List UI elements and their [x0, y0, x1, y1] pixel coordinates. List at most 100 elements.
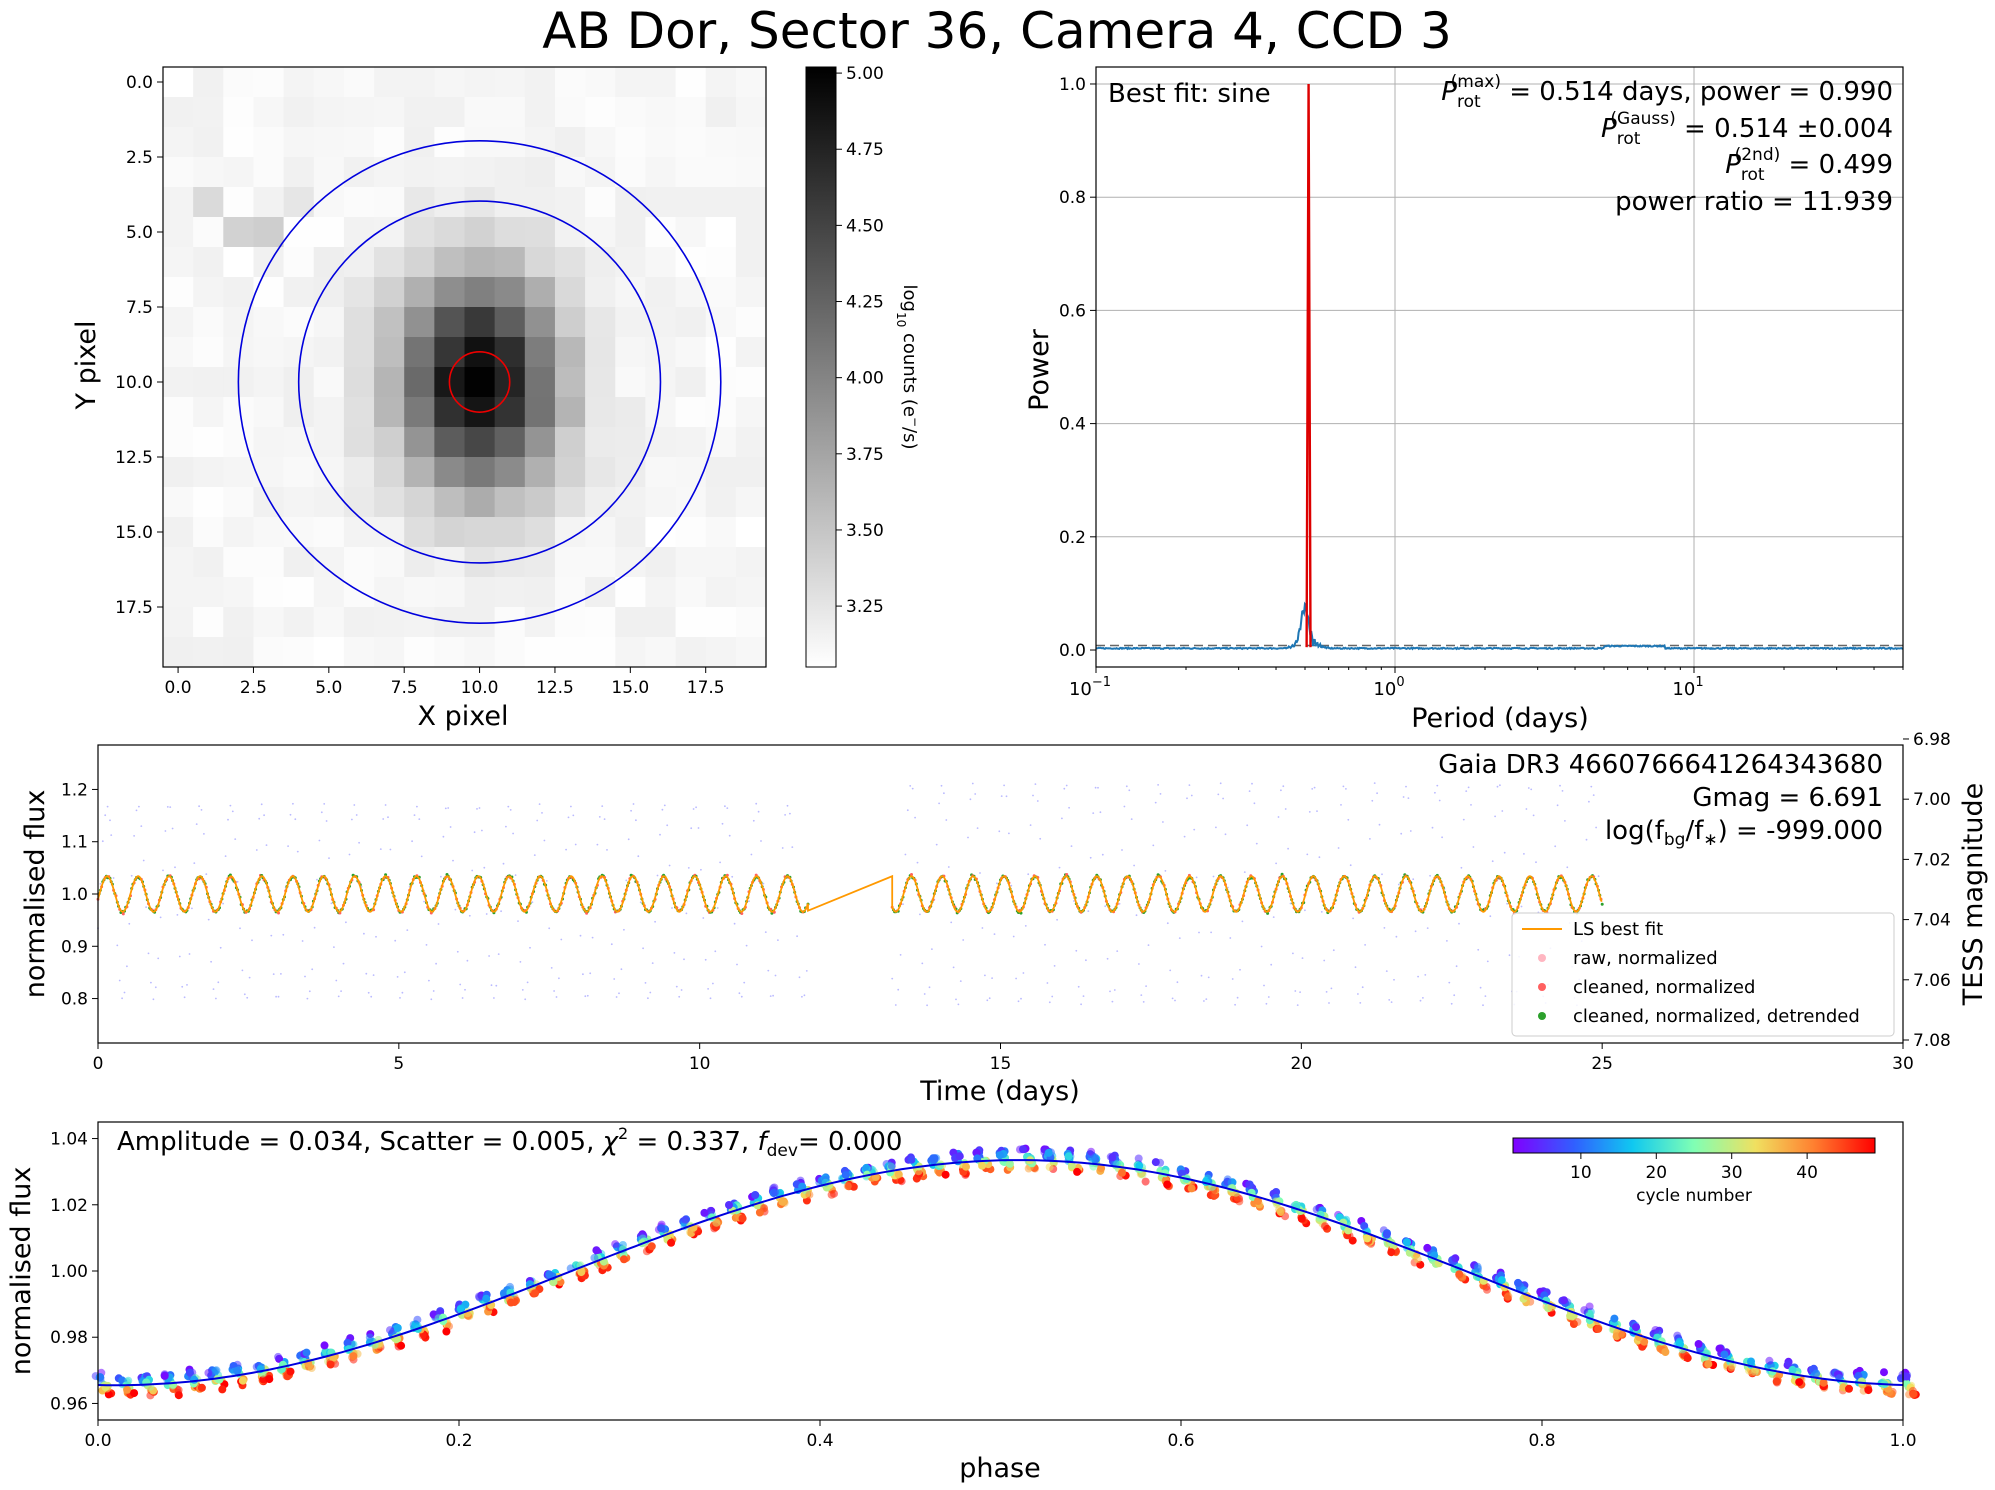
raw-lc-point: [157, 957, 160, 960]
image-pixel: [645, 277, 677, 308]
image-pixel: [163, 637, 194, 668]
raw-lc-point: [692, 808, 695, 810]
legend-cleaned: cleaned, normalized: [1573, 977, 1755, 998]
phase-point: [657, 1224, 666, 1233]
phase-point: [1727, 1363, 1736, 1372]
image-x-tick-label: 7.5: [391, 678, 418, 698]
colorbar-tick-label: 3.75: [846, 445, 884, 465]
phase-point: [457, 1304, 465, 1313]
image-pixel: [615, 547, 646, 578]
image-pixel: [705, 547, 737, 578]
lc-right-tick-label: 6.98: [1913, 730, 1951, 750]
raw-lc-point: [976, 827, 979, 829]
image-pixel: [313, 517, 345, 548]
image-pixel: [193, 157, 224, 188]
raw-lc-point: [1304, 909, 1306, 912]
raw-lc-point: [1058, 866, 1061, 869]
phase-point: [218, 1385, 227, 1394]
raw-lc-point: [325, 820, 328, 822]
image-pixel: [675, 607, 707, 638]
raw-lc-point: [389, 848, 392, 851]
raw-lc-point: [1381, 873, 1383, 876]
image-pixel: [494, 427, 526, 458]
phase-point: [238, 1376, 247, 1385]
image-pixel: [343, 637, 375, 668]
image-pixel: [374, 97, 405, 128]
image-pixel: [554, 277, 586, 308]
periodogram-y-tick-label: 0.4: [1059, 415, 1086, 435]
phase-point: [1044, 1148, 1053, 1157]
image-pixel: [585, 397, 616, 428]
raw-lc-point: [1068, 806, 1070, 809]
raw-lc-point: [1588, 800, 1590, 803]
image-pixel: [404, 157, 435, 188]
image-pixel: [554, 577, 586, 608]
raw-lc-point: [363, 932, 365, 935]
image-pixel: [464, 427, 496, 458]
raw-lc-point: [186, 984, 188, 986]
phase-point: [1819, 1378, 1828, 1387]
raw-lc-point: [979, 872, 981, 874]
phase-point: [1073, 1167, 1082, 1176]
image-pixel: [464, 277, 496, 308]
colorbar-tick-label: 3.50: [846, 521, 884, 541]
lc-y-tick-label: 1.1: [61, 833, 88, 853]
image-pixel: [615, 397, 646, 428]
raw-lc-point: [1243, 871, 1246, 873]
raw-lc-point: [1470, 804, 1472, 806]
raw-lc-point: [1308, 811, 1311, 813]
lc-y-tick-label: 0.8: [61, 990, 88, 1010]
phase-point: [620, 1255, 628, 1264]
image-pixel: [404, 547, 435, 578]
raw-lc-point: [1371, 799, 1374, 802]
lc-right-tick-label: 7.06: [1913, 971, 1951, 991]
phase-point: [1720, 1350, 1729, 1359]
image-pixel: [434, 97, 466, 128]
image-pixel: [494, 307, 526, 338]
phase-point: [1694, 1340, 1703, 1348]
image-pixel: [735, 187, 767, 218]
image-pixel: [585, 367, 616, 398]
raw-lc-point: [931, 948, 933, 950]
raw-lc-point: [118, 979, 121, 982]
raw-lc-point: [1142, 1001, 1145, 1003]
raw-lc-point: [1378, 823, 1381, 826]
image-pixel: [464, 577, 496, 608]
raw-lc-point: [1345, 788, 1347, 790]
raw-lc-point: [1508, 954, 1511, 957]
image-pixel: [464, 217, 496, 248]
phase-point: [1610, 1314, 1619, 1323]
phase-point: [1857, 1377, 1866, 1386]
image-pixel: [343, 607, 375, 638]
image-pixel: [343, 517, 375, 548]
raw-lc-point: [683, 958, 685, 961]
image-pixel: [675, 307, 707, 338]
image-pixel: [404, 517, 435, 548]
image-pixel: [615, 577, 646, 608]
image-pixel: [705, 277, 737, 308]
phase-point: [798, 1182, 807, 1191]
image-pixel: [313, 397, 345, 428]
raw-lc-point: [1188, 784, 1191, 786]
raw-lc-point: [207, 918, 210, 921]
raw-lc-point: [926, 1004, 928, 1007]
image-pixel: [645, 637, 677, 668]
image-pixel: [494, 487, 526, 518]
periodogram-pgauss: Prot(Gauss) = 0.514 ±0.004: [1601, 109, 1893, 149]
phase-point: [531, 1289, 539, 1298]
image-pixel: [464, 67, 496, 98]
image-pixel: [374, 427, 405, 458]
phase-point: [592, 1246, 601, 1255]
raw-lc-point: [584, 995, 587, 998]
raw-lc-point: [1010, 884, 1013, 887]
phase-colorbar-ticks: 10 20 30 40: [1570, 1153, 1818, 1183]
image-pixel: [705, 457, 737, 488]
image-pixel: [374, 457, 405, 488]
raw-lc-point: [916, 861, 919, 864]
image-pixel: [494, 247, 526, 278]
phase-point: [1067, 1161, 1076, 1170]
image-x-tick-label: 10.0: [461, 678, 499, 698]
raw-lc-point: [1561, 790, 1564, 792]
phase-point: [1909, 1390, 1918, 1399]
image-pixel: [524, 517, 556, 548]
